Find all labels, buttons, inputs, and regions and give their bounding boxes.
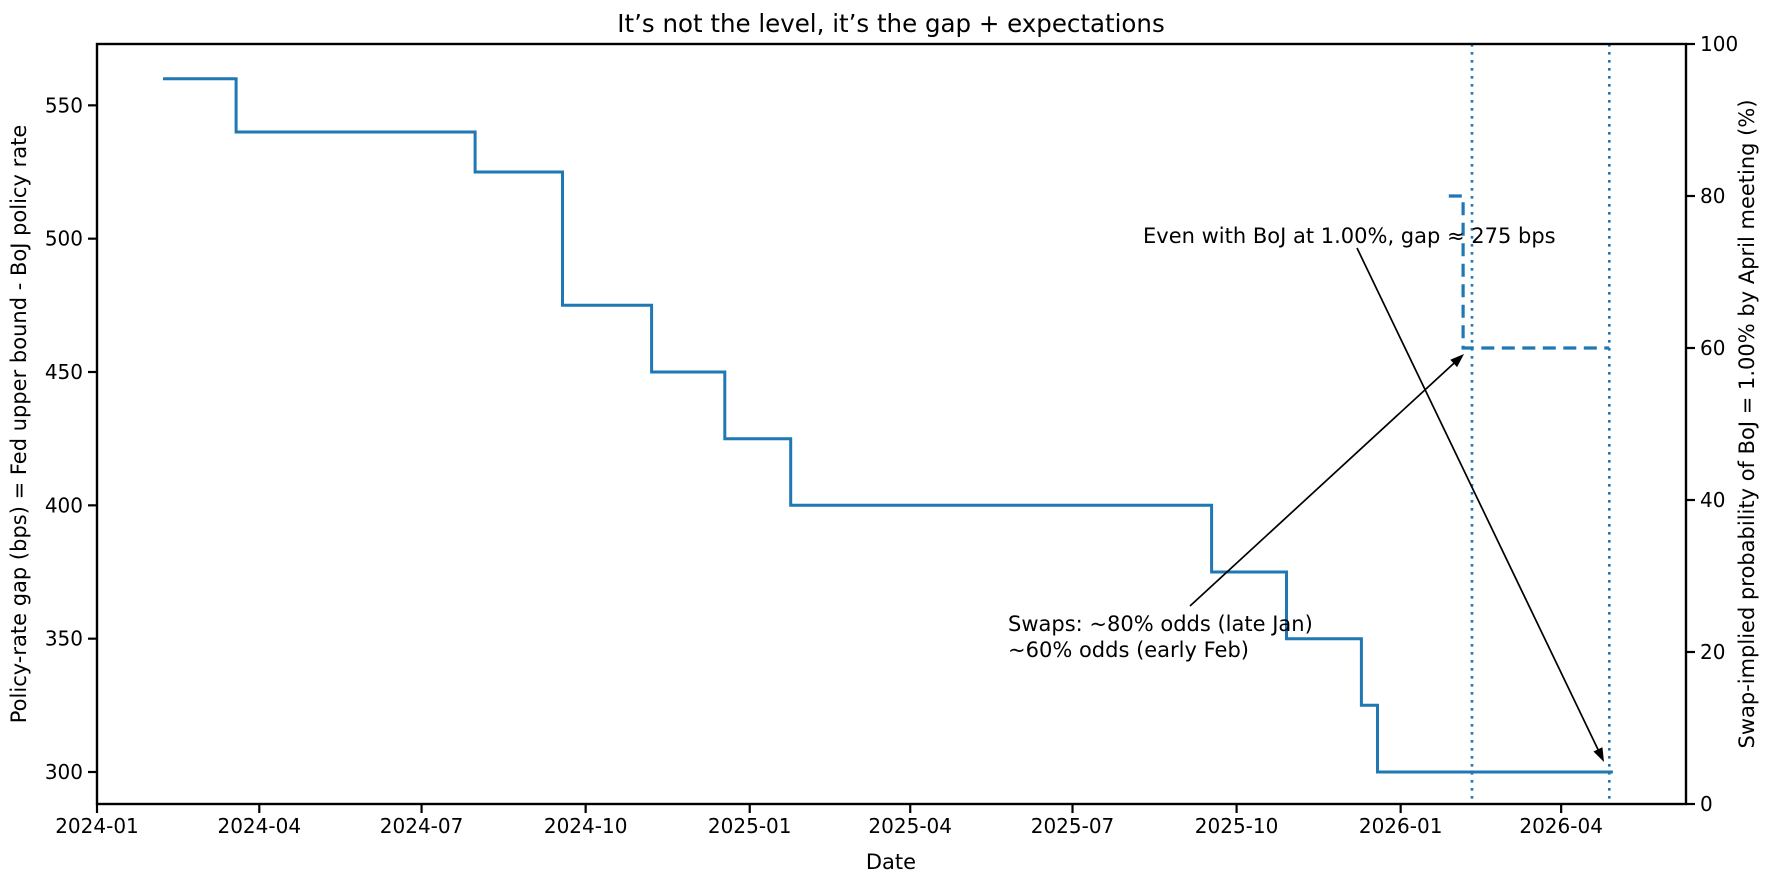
annotation-swaps-note-line2: ~60% odds (early Feb) (1008, 638, 1249, 662)
x-tick-label: 2025-01 (708, 814, 792, 838)
y-right-tick-label: 100 (1700, 32, 1738, 56)
reference-lines-layer (1470, 44, 1611, 804)
y-right-tick-label: 20 (1700, 640, 1725, 664)
x-tick-label: 2025-10 (1195, 814, 1279, 838)
x-tick-label: 2025-04 (868, 814, 952, 838)
annotation-gap-note: Even with BoJ at 1.00%, gap ≈ 275 bps (1143, 224, 1556, 248)
y-left-tick-label: 450 (45, 360, 83, 384)
x-tick-label: 2024-01 (55, 814, 139, 838)
axes-layer: 2024-01 2024-04 2024-07 2024-10 2025-01 2025-… (45, 32, 1738, 838)
series-swap-implied-probability-pct (1448, 194, 1610, 350)
plot-spines (95, 42, 1688, 806)
y-right-tick-label: 80 (1700, 184, 1725, 208)
y-left-tick-label: 350 (45, 627, 83, 651)
x-tick-label: 2026-01 (1359, 814, 1443, 838)
x-tick-label: 2024-07 (380, 814, 464, 838)
x-tick-label: 2024-10 (544, 814, 628, 838)
annotation-swaps-note-line1: Swaps: ~80% odds (late Jan) (1008, 612, 1313, 636)
x-tick-label: 2026-04 (1519, 814, 1603, 838)
y-axis-label-right: Swap-implied probability of BoJ = 1.00% … (1735, 99, 1759, 748)
y-left-tick-label: 550 (45, 93, 83, 117)
series-layer (163, 77, 1613, 774)
x-tick-label: 2024-04 (217, 814, 301, 838)
gap-note-arrow-head (1593, 747, 1604, 762)
y-left-tick-label: 400 (45, 493, 83, 517)
chart-title: It’s not the level, it’s the gap + expec… (617, 9, 1164, 38)
y-left-tick-label: 500 (45, 227, 83, 251)
x-axis-label: Date (866, 850, 916, 874)
gap-note-arrow (1356, 247, 1601, 754)
y-left-tick-label: 300 (45, 760, 83, 784)
series-policy-rate-gap-bps (163, 77, 1613, 774)
swaps-note-arrow-head (1450, 354, 1464, 368)
y-right-tick-label: 40 (1700, 488, 1725, 512)
y-axis-label-left: Policy-rate gap (bps) = Fed upper bound … (7, 125, 31, 723)
y-right-tick-label: 60 (1700, 336, 1725, 360)
y-right-tick-label: 0 (1700, 792, 1713, 816)
x-tick-label: 2025-07 (1031, 814, 1115, 838)
annotation-arrows-layer (1189, 247, 1604, 762)
swaps-note-arrow (1189, 360, 1458, 607)
